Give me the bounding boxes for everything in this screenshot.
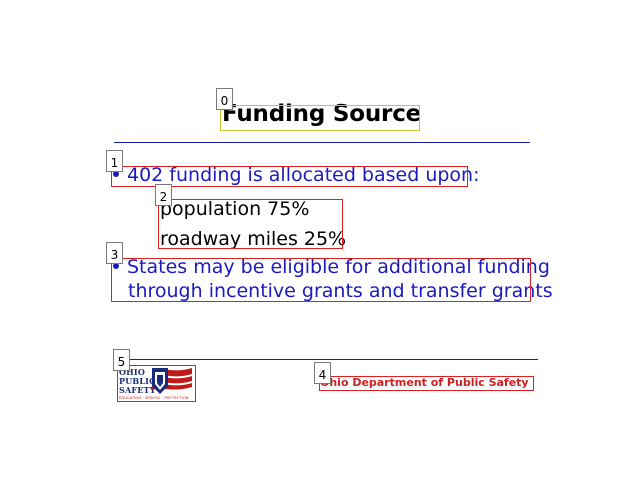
annotation-tag-1: 1 bbox=[106, 150, 123, 172]
annotation-box-bullet-1 bbox=[111, 166, 468, 187]
bullet-text: 402 funding is allocated based upon: bbox=[127, 164, 480, 186]
logo-motto: EDUCATION · SERVICE · PROTECTION bbox=[119, 396, 189, 400]
bullet-text-line-2: through incentive grants and transfer gr… bbox=[128, 280, 553, 302]
annotation-box-sub-items bbox=[158, 199, 343, 249]
annotation-tag-0: 0 bbox=[216, 88, 233, 110]
sub-item-population: population 75% bbox=[160, 198, 310, 220]
bullet-dot bbox=[113, 170, 119, 177]
annotation-box-title bbox=[220, 105, 420, 131]
footer-rule bbox=[120, 359, 538, 360]
logo-wordmark: OHIO PUBLIC SAFETY bbox=[119, 368, 156, 395]
ohio-public-safety-logo: OHIO PUBLIC SAFETY EDUCATION · SERVICE ·… bbox=[118, 365, 196, 402]
annotation-tag-3: 3 bbox=[106, 242, 123, 264]
bullet-item-eligibility: States may be eligible for additional fu… bbox=[113, 255, 553, 303]
annotation-box-footer-text bbox=[319, 376, 534, 391]
annotation-tag-2: 2 bbox=[155, 184, 172, 206]
sub-item-list: population 75% roadway miles 25% bbox=[160, 194, 346, 254]
annotation-box-logo bbox=[117, 365, 196, 402]
bullet-line-2: through incentive grants and transfer gr… bbox=[113, 279, 553, 303]
annotation-tag-4: 4 bbox=[314, 362, 331, 384]
annotation-box-bullet-2 bbox=[111, 258, 531, 302]
bullet-line-1: States may be eligible for additional fu… bbox=[113, 255, 553, 279]
logo-line-ohio: OHIO bbox=[119, 367, 146, 377]
logo-line-safety: SAFETY bbox=[119, 385, 156, 395]
bullet-text-line-1: States may be eligible for additional fu… bbox=[127, 256, 550, 278]
annotation-tag-5: 5 bbox=[113, 349, 130, 371]
title-underline bbox=[114, 142, 530, 143]
logo-line-public: PUBLIC bbox=[119, 376, 156, 386]
footer-department: Ohio Department of Public Safety bbox=[320, 376, 529, 389]
bullet-item-funding: 402 funding is allocated based upon: bbox=[113, 163, 480, 187]
flag-shield-icon bbox=[152, 368, 192, 394]
sub-item-roadway-miles: roadway miles 25% bbox=[160, 228, 347, 250]
bullet-dot bbox=[113, 262, 119, 269]
